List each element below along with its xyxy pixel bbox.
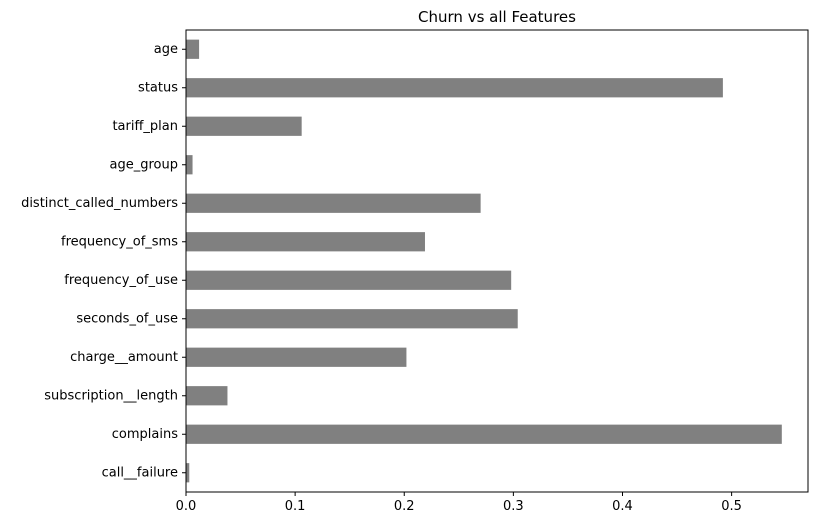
- y-axis-ticks: call__failure complains subscription__leng…: [21, 42, 186, 480]
- chart-title: Churn vs all Features: [418, 8, 576, 26]
- bars-group: [186, 39, 782, 483]
- bar-tariff-plan: [186, 116, 302, 136]
- y-tick-label: frequency_of_use: [64, 273, 178, 288]
- y-tick-label: charge__amount: [70, 350, 178, 365]
- bar-distinct-called-numbers: [186, 193, 481, 213]
- plot-frame: [185, 29, 809, 493]
- y-tick-label: subscription__length: [44, 388, 178, 403]
- y-tick-label: status: [138, 80, 178, 95]
- x-axis-ticks: 0.0 0.1 0.2 0.3 0.4 0.5: [176, 492, 742, 514]
- x-tick-label: 0.2: [394, 499, 415, 514]
- bar-call-failure: [186, 463, 190, 483]
- bar-age: [186, 39, 200, 59]
- x-tick-label: 0.1: [285, 499, 306, 514]
- y-tick-label: tariff_plan: [112, 119, 178, 134]
- bar-frequency-of-sms: [186, 232, 425, 252]
- y-tick-label: seconds_of_use: [76, 311, 178, 326]
- bar-age-group: [186, 155, 193, 175]
- bar-complains: [186, 424, 782, 444]
- y-tick-label: complains: [112, 427, 178, 442]
- y-tick-label: frequency_of_sms: [61, 234, 178, 249]
- x-tick-label: 0.0: [176, 499, 197, 514]
- bar-subscription-length: [186, 386, 228, 406]
- y-tick-label: call__failure: [102, 465, 178, 480]
- x-tick-label: 0.5: [721, 499, 742, 514]
- y-tick-label: age_group: [110, 157, 178, 172]
- x-tick-label: 0.3: [503, 499, 524, 514]
- x-tick-label: 0.4: [612, 499, 633, 514]
- y-tick-label: distinct_called_numbers: [21, 196, 178, 211]
- bar-seconds-of-use: [186, 309, 518, 329]
- y-tick-label: age: [154, 42, 178, 57]
- bar-status: [186, 78, 723, 98]
- bar-frequency-of-use: [186, 270, 512, 290]
- bar-charge-amount: [186, 347, 407, 367]
